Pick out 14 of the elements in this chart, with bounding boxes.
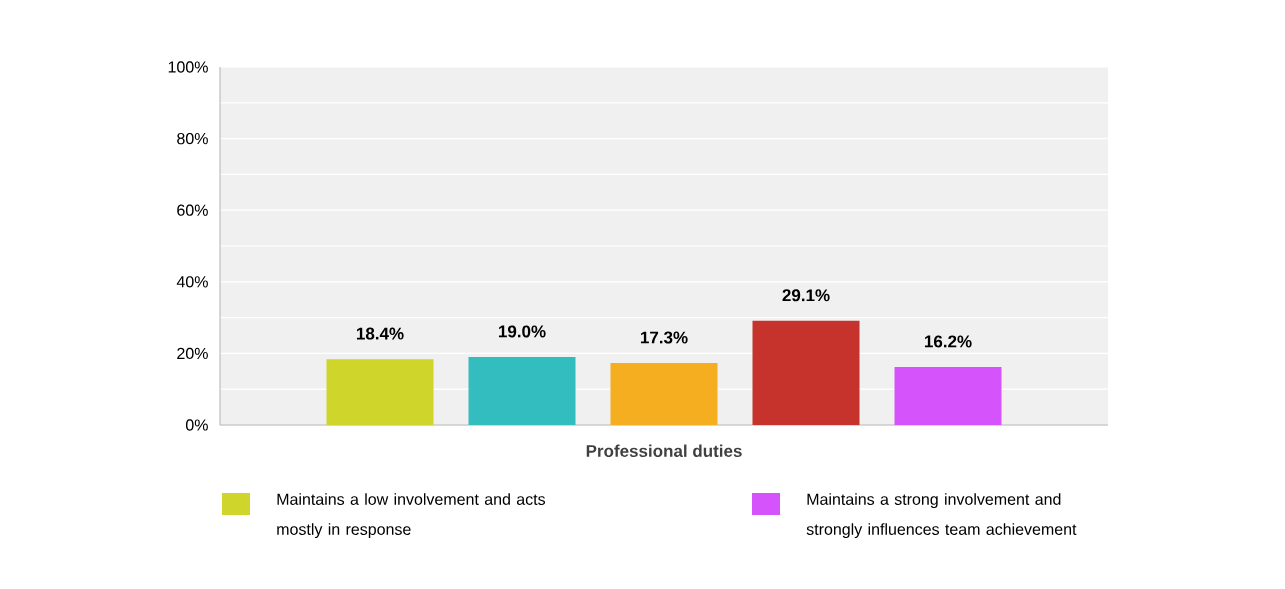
data-label: 18.4%	[356, 327, 404, 340]
y-tick-label: 40%	[176, 276, 208, 288]
legend-label: Maintains a low involvement and acts mostly in response	[277, 493, 546, 539]
data-label: 29.1%	[782, 289, 830, 302]
data-label: 19.0%	[498, 325, 546, 338]
data-label: 16.2%	[924, 335, 972, 348]
y-tick-label: 20%	[177, 347, 208, 360]
data-label: 17.3%	[640, 331, 688, 344]
y-tick-label: 80%	[177, 132, 208, 145]
y-tick-label: 0%	[185, 419, 208, 431]
y-tick-label: 100%	[168, 61, 208, 73]
legend-label: Maintains a strong involvement and strongly influences team achievement	[806, 493, 1077, 539]
x-tick-label: Professional duties	[586, 444, 742, 458]
y-tick-label: 60%	[177, 204, 208, 216]
